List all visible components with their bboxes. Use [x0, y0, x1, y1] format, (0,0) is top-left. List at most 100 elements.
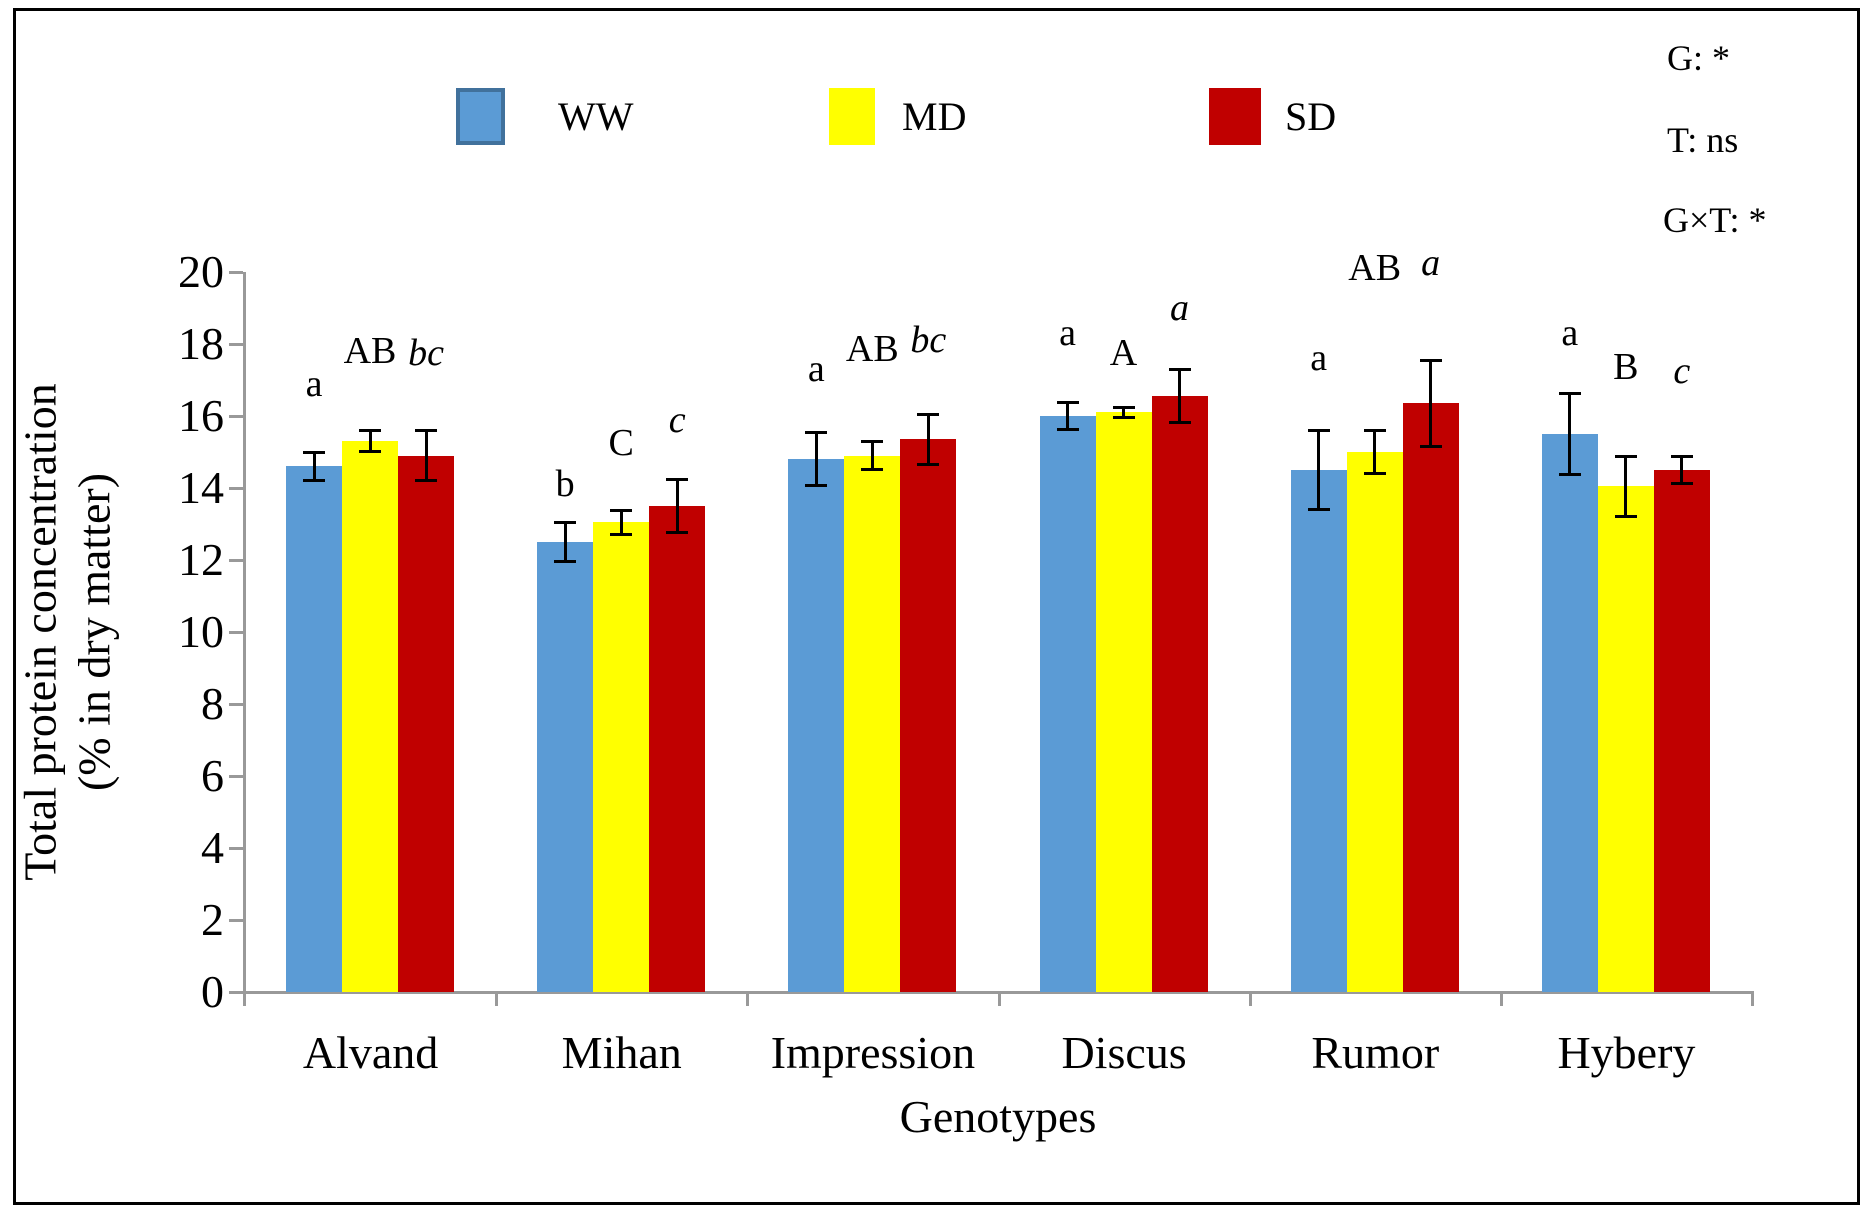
- error-bar-cap-top: [1614, 454, 1637, 458]
- error-bar-line: [424, 430, 428, 481]
- error-bar-line: [1568, 392, 1572, 476]
- y-tick: [229, 775, 243, 778]
- x-axis-title: Genotypes: [899, 1091, 1097, 1142]
- y-tick-label: 16: [178, 390, 224, 441]
- legend-label-ww: WW: [558, 94, 634, 139]
- y-tick-label: 20: [178, 246, 224, 297]
- error-bar-cap-bottom: [1056, 428, 1079, 432]
- bar-ww-hybery: [1541, 434, 1598, 992]
- y-tick-label: 0: [201, 966, 224, 1017]
- y-axis-title-line1: Total protein concentration: [14, 383, 66, 881]
- error-bar-cap-top: [1168, 368, 1191, 372]
- bar-md-hybery: [1597, 486, 1654, 992]
- y-tick-label: 6: [201, 750, 224, 801]
- stat-genotype: G: *: [1667, 38, 1730, 78]
- y-tick: [229, 703, 243, 706]
- error-bar-cap-bottom: [861, 468, 884, 471]
- y-tick: [229, 631, 243, 634]
- y-tick: [229, 415, 243, 418]
- bar-sd-alvand: [398, 455, 454, 992]
- error-bar-cap-bottom: [1614, 514, 1637, 518]
- sig-letter-ww-rumor: a: [1310, 337, 1328, 380]
- error-bar-cap-bottom: [610, 532, 633, 536]
- bar-ww-discus: [1039, 416, 1096, 992]
- x-tick: [746, 992, 750, 1006]
- error-bar-cap-bottom: [415, 478, 437, 482]
- error-bar-line: [368, 430, 372, 452]
- bar-sd-hybery: [1653, 470, 1710, 992]
- error-bar-cap-bottom: [554, 559, 577, 563]
- legend-swatch-ww: [456, 88, 505, 145]
- sig-letter-ww-hybery: a: [1561, 312, 1579, 355]
- error-bar-cap-top: [1670, 454, 1693, 458]
- error-bar-cap-bottom: [1419, 444, 1442, 448]
- y-axis-line: [243, 272, 246, 1006]
- x-tick: [997, 992, 1001, 1006]
- figure-border: [13, 8, 1860, 1205]
- error-bar-cap-top: [610, 508, 633, 512]
- x-category-label-impression: Impression: [770, 1027, 976, 1078]
- y-tick: [229, 487, 243, 490]
- x-category-label-mihan: Mihan: [561, 1027, 682, 1078]
- bar-md-discus: [1095, 412, 1152, 992]
- error-bar-line: [563, 522, 567, 562]
- error-bar-line: [675, 479, 679, 533]
- bar-md-mihan: [593, 522, 650, 992]
- error-bar-cap-top: [666, 478, 689, 481]
- x-tick: [1751, 992, 1755, 1006]
- error-bar-cap-bottom: [1363, 471, 1386, 475]
- error-bar-cap-top: [1363, 429, 1386, 433]
- error-bar-line: [1317, 430, 1321, 510]
- sig-letter-ww-impression: a: [807, 348, 825, 391]
- y-tick-label: 12: [178, 534, 224, 585]
- error-bar-cap-top: [1307, 429, 1330, 433]
- error-bar-cap-bottom: [1670, 482, 1693, 486]
- error-bar-line: [1680, 455, 1684, 485]
- legend-label-sd: SD: [1285, 94, 1337, 139]
- error-bar-cap-top: [1419, 359, 1442, 363]
- error-bar-cap-bottom: [917, 462, 940, 466]
- sig-letter-sd-alvand: bc: [408, 332, 444, 374]
- error-bar-cap-top: [359, 429, 381, 433]
- error-bar-line: [312, 452, 316, 481]
- error-bar-cap-top: [917, 413, 940, 417]
- error-bar-cap-top: [415, 429, 437, 433]
- x-tick: [495, 992, 499, 1006]
- sig-letter-md-impression: AB: [845, 328, 899, 371]
- error-bar-line: [870, 441, 874, 470]
- error-bar-cap-top: [861, 440, 884, 444]
- y-tick: [229, 919, 243, 922]
- y-tick: [229, 847, 243, 850]
- sig-letter-ww-discus: a: [1059, 312, 1076, 355]
- legend-label-md: MD: [902, 94, 967, 139]
- error-bar-line: [1373, 430, 1377, 474]
- bar-ww-alvand: [286, 466, 342, 992]
- sig-letter-md-rumor: AB: [1348, 247, 1402, 290]
- legend-swatch-sd: [1209, 88, 1261, 145]
- x-category-label-hybery: Hybery: [1557, 1027, 1696, 1078]
- sig-letter-md-discus: A: [1109, 332, 1138, 374]
- x-category-label-rumor: Rumor: [1311, 1027, 1440, 1078]
- stat-interaction: G×T: *: [1663, 200, 1767, 240]
- error-bar-cap-top: [1558, 391, 1581, 395]
- y-tick-label: 14: [178, 462, 224, 513]
- y-tick: [229, 271, 243, 274]
- y-tick-label: 18: [178, 318, 224, 369]
- sig-letter-md-hybery: B: [1613, 346, 1639, 389]
- y-tick-label: 10: [178, 606, 224, 657]
- error-bar-cap-bottom: [1307, 507, 1330, 511]
- error-bar-cap-bottom: [1168, 421, 1191, 425]
- y-tick: [229, 559, 243, 562]
- y-tick-label: 4: [201, 822, 224, 873]
- y-tick-label: 2: [201, 894, 224, 945]
- sig-letter-sd-rumor: a: [1421, 242, 1441, 284]
- error-bar-cap-bottom: [1112, 415, 1135, 419]
- error-bar-cap-bottom: [805, 484, 828, 488]
- sig-letter-sd-hybery: c: [1673, 350, 1691, 392]
- y-tick: [229, 343, 243, 346]
- error-bar-cap-top: [554, 521, 577, 525]
- error-bar-cap-bottom: [359, 450, 381, 453]
- bar-ww-impression: [788, 459, 845, 992]
- error-bar-line: [1066, 401, 1069, 431]
